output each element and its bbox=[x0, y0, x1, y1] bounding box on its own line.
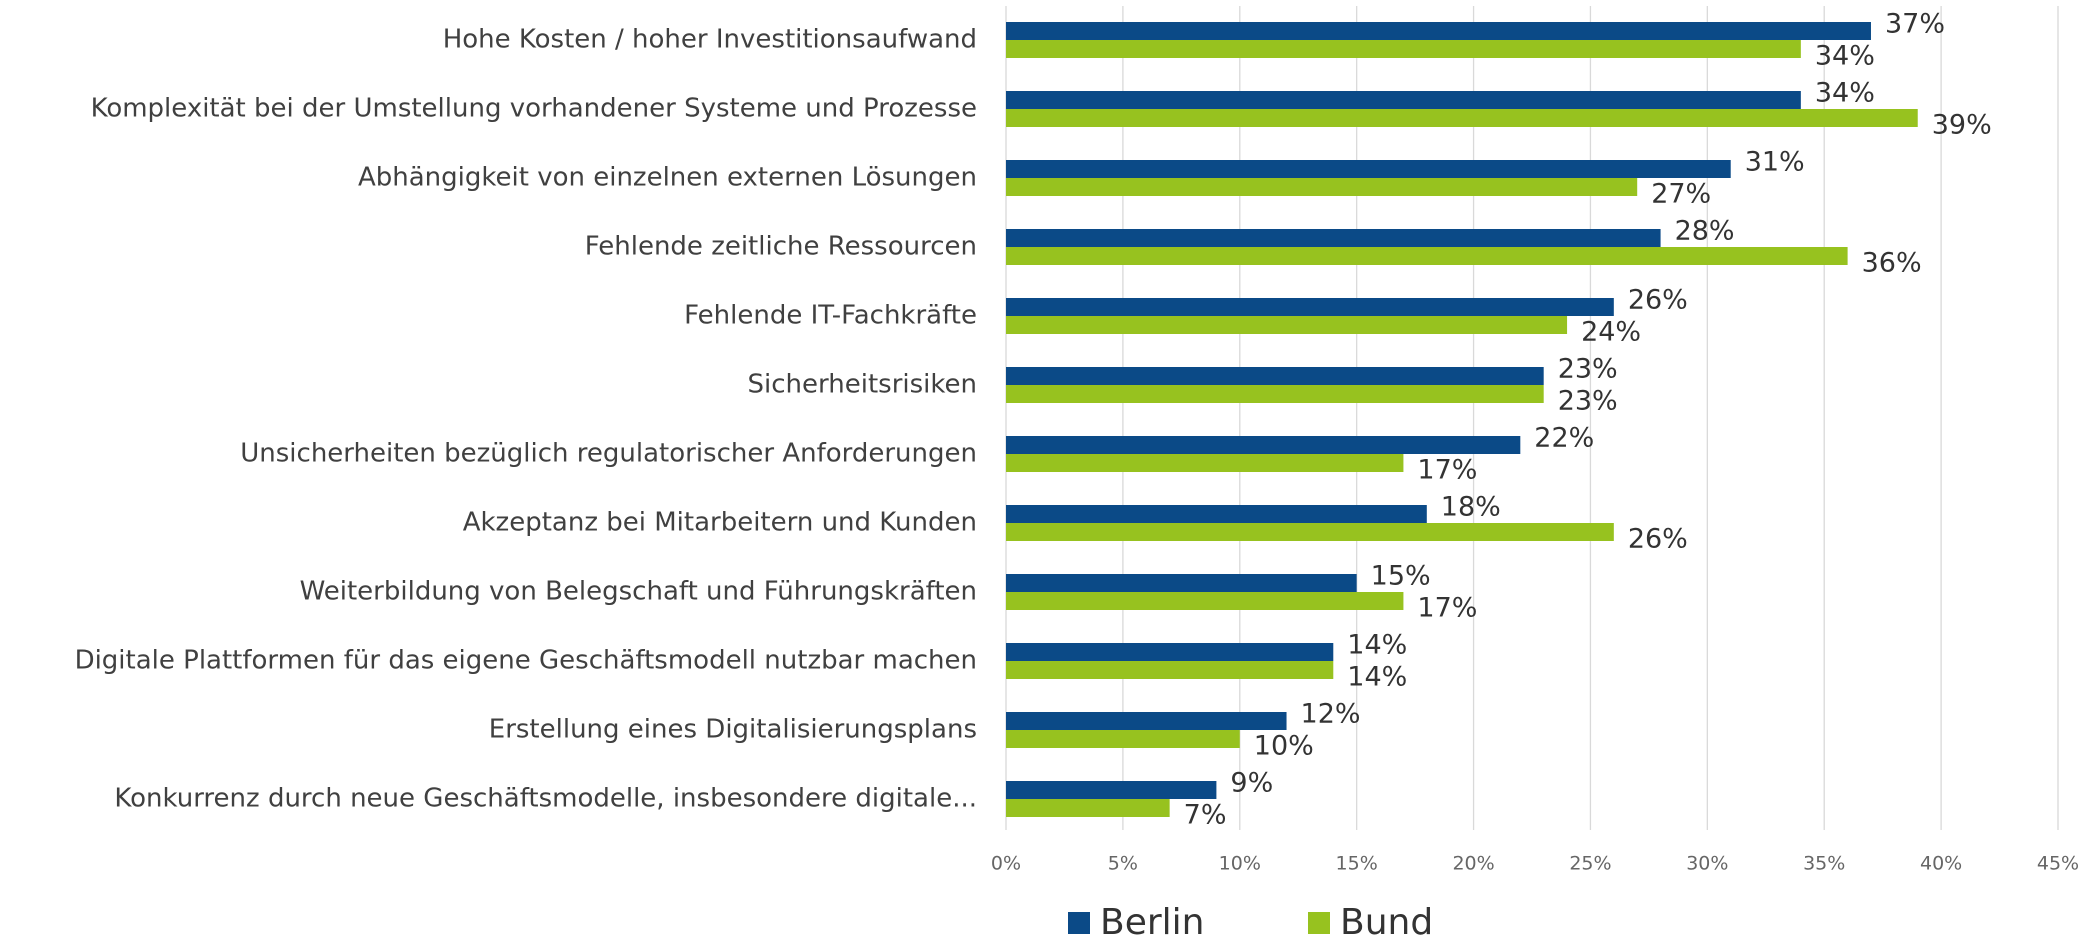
bar bbox=[1006, 436, 1521, 454]
category-label: Fehlende IT-Fachkräfte bbox=[684, 301, 977, 331]
x-tick-label: 10% bbox=[1219, 853, 1261, 875]
category-label: Sicherheitsrisiken bbox=[748, 370, 977, 400]
bar bbox=[1006, 178, 1638, 196]
bar bbox=[1006, 574, 1357, 592]
data-label: 34% bbox=[1815, 78, 1875, 109]
bar bbox=[1006, 730, 1240, 748]
bar bbox=[1006, 229, 1661, 247]
data-label: 17% bbox=[1417, 593, 1477, 624]
category-label: Akzeptanz bei Mitarbeitern und Kunden bbox=[463, 508, 977, 538]
bar bbox=[1006, 109, 1918, 127]
data-label: 15% bbox=[1371, 561, 1431, 592]
x-tick-label: 25% bbox=[1569, 853, 1611, 875]
data-label: 17% bbox=[1417, 455, 1477, 486]
bar bbox=[1006, 592, 1404, 610]
x-tick-label: 0% bbox=[991, 853, 1021, 875]
bar bbox=[1006, 505, 1427, 523]
data-label: 36% bbox=[1862, 248, 1922, 279]
data-label: 26% bbox=[1628, 524, 1688, 555]
data-label: 24% bbox=[1581, 317, 1641, 348]
legend-swatch bbox=[1068, 912, 1090, 934]
x-tick-label: 40% bbox=[1920, 853, 1962, 875]
legend-label: Berlin bbox=[1100, 902, 1204, 940]
bar bbox=[1006, 298, 1614, 316]
data-label: 22% bbox=[1534, 423, 1594, 454]
data-label: 18% bbox=[1441, 492, 1501, 523]
x-tick-label: 20% bbox=[1452, 853, 1494, 875]
bar bbox=[1006, 22, 1871, 40]
bar bbox=[1006, 160, 1731, 178]
bar bbox=[1006, 523, 1614, 541]
data-label: 14% bbox=[1347, 662, 1407, 693]
category-label: Digitale Plattformen für das eigene Gesc… bbox=[75, 646, 977, 676]
bar bbox=[1006, 247, 1848, 265]
data-label: 27% bbox=[1651, 179, 1711, 210]
data-label: 23% bbox=[1558, 354, 1618, 385]
legend-swatch bbox=[1308, 912, 1330, 934]
category-label: Erstellung eines Digitalisierungsplans bbox=[489, 715, 977, 745]
bar bbox=[1006, 712, 1287, 730]
data-label: 14% bbox=[1347, 630, 1407, 661]
bar bbox=[1006, 367, 1544, 385]
data-label: 37% bbox=[1885, 9, 1945, 40]
bar bbox=[1006, 661, 1334, 679]
category-label: Fehlende zeitliche Ressourcen bbox=[585, 232, 977, 262]
bar bbox=[1006, 799, 1170, 817]
x-tick-label: 30% bbox=[1686, 853, 1728, 875]
data-label: 9% bbox=[1230, 768, 1273, 799]
data-label: 39% bbox=[1932, 110, 1992, 141]
data-label: 7% bbox=[1184, 800, 1227, 831]
category-label: Abhängigkeit von einzelnen externen Lösu… bbox=[358, 163, 977, 193]
data-label: 26% bbox=[1628, 285, 1688, 316]
bar bbox=[1006, 91, 1801, 109]
legend-label: Bund bbox=[1340, 902, 1433, 940]
x-tick-label: 35% bbox=[1803, 853, 1845, 875]
bar bbox=[1006, 454, 1404, 472]
bar bbox=[1006, 643, 1334, 661]
category-label: Unsicherheiten bezüglich regulatorischer… bbox=[240, 439, 977, 469]
category-label: Komplexität bei der Umstellung vorhanden… bbox=[91, 94, 977, 124]
x-tick-label: 15% bbox=[1336, 853, 1378, 875]
category-label: Weiterbildung von Belegschaft und Führun… bbox=[300, 577, 977, 607]
data-label: 31% bbox=[1745, 147, 1805, 178]
data-label: 10% bbox=[1254, 731, 1314, 762]
data-label: 34% bbox=[1815, 41, 1875, 72]
category-label: Konkurrenz durch neue Geschäftsmodelle, … bbox=[114, 784, 977, 814]
x-tick-label: 45% bbox=[2037, 853, 2079, 875]
data-label: 12% bbox=[1301, 699, 1361, 730]
data-label: 28% bbox=[1675, 216, 1735, 247]
x-tick-label: 5% bbox=[1108, 853, 1138, 875]
bar bbox=[1006, 781, 1217, 799]
bar bbox=[1006, 316, 1568, 334]
bar bbox=[1006, 385, 1544, 403]
data-label: 23% bbox=[1558, 386, 1618, 417]
category-label: Hohe Kosten / hoher Investitionsaufwand bbox=[443, 25, 977, 55]
bar bbox=[1006, 40, 1801, 58]
